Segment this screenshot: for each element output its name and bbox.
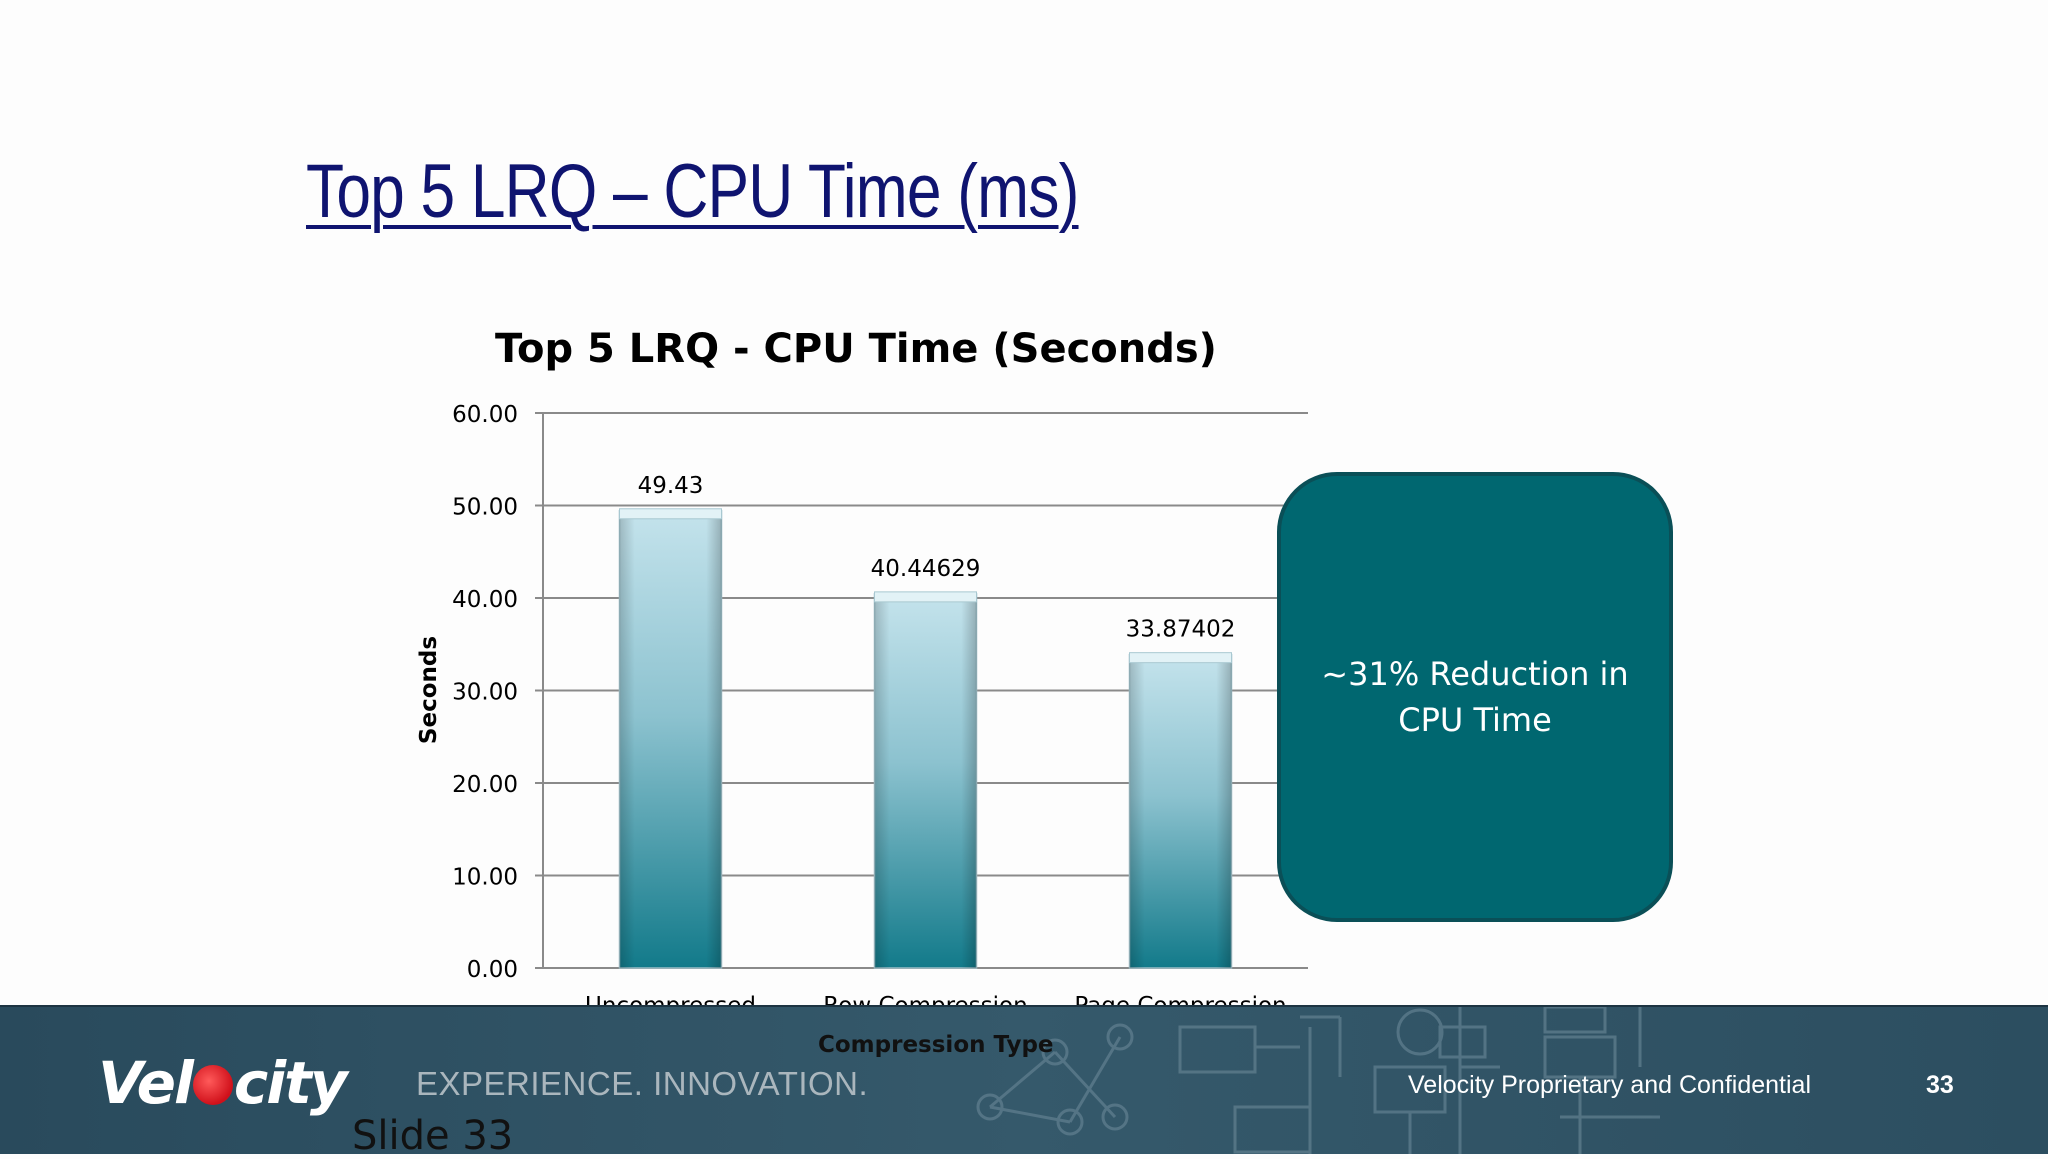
y-tick-label: 30.00: [452, 680, 518, 706]
data-label: 49.43: [638, 473, 704, 499]
y-tick-label: 20.00: [452, 772, 518, 798]
footer-bar: Vel city EXPERIENCE. INNOVATION. Velocity…: [0, 1005, 2048, 1154]
reduction-callout: ~31% Reduction in CPU Time: [1277, 472, 1673, 922]
y-tick-label: 60.00: [452, 402, 518, 428]
page-number: 33: [1926, 1071, 1954, 1099]
y-tick-label: 50.00: [452, 495, 518, 521]
data-label: 40.44629: [871, 556, 981, 582]
y-axis-ticks: 0.00 10.00 20.00 30.00 40.00 50.00 60.00: [452, 402, 518, 983]
logo-dot-icon: [192, 1065, 233, 1105]
callout-text: ~31% Reduction in CPU Time: [1321, 655, 1629, 739]
tagline: EXPERIENCE. INNOVATION.: [416, 1065, 869, 1102]
bar-shade: [619, 510, 722, 968]
confidential-notice: Velocity Proprietary and Confidential: [1408, 1071, 1812, 1099]
data-label: 33.87402: [1126, 617, 1236, 643]
chart-bars: 49.43 40.44629 33.87402: [618, 473, 1236, 969]
y-tick-label: 0.00: [467, 957, 518, 983]
chart-title: Top 5 LRQ - CPU Time (Seconds): [495, 326, 1217, 372]
bar-shade: [874, 593, 977, 968]
bar-cap: [619, 508, 722, 520]
bar-shade: [1129, 654, 1232, 968]
velocity-logo: Vel city: [98, 1049, 348, 1117]
slide-caption: Slide 33: [352, 1113, 514, 1159]
x-axis-title: Compression Type: [818, 1032, 1054, 1058]
slide-title: Top 5 LRQ – CPU Time (ms): [306, 149, 1079, 234]
y-axis-title: Seconds: [416, 636, 442, 744]
bar-cap: [1129, 652, 1232, 664]
network-diagram-art: [976, 1007, 1660, 1154]
y-tick-label: 10.00: [452, 865, 518, 891]
y-tick-label: 40.00: [452, 587, 518, 613]
bar-cap: [874, 591, 977, 603]
